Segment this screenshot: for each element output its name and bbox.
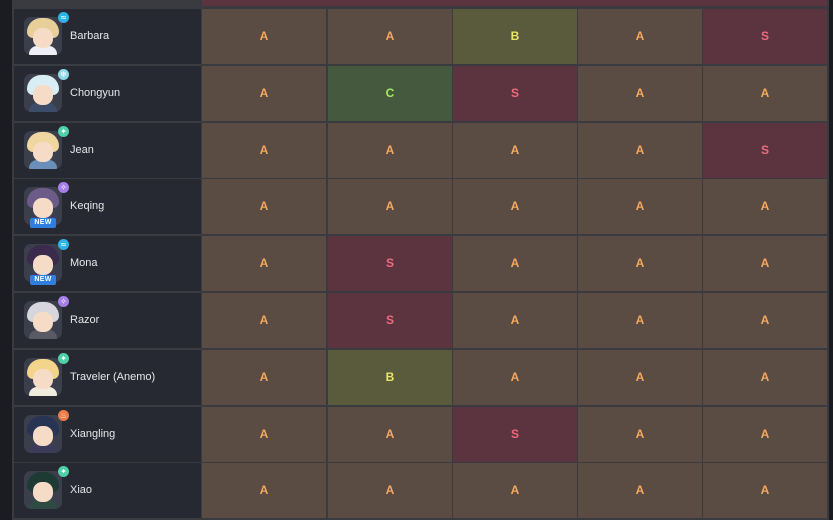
- tier-cell: A: [453, 123, 577, 178]
- character-name: Chongyun: [70, 87, 121, 99]
- tier-cell: A: [328, 123, 452, 178]
- tier-cell: A: [453, 179, 577, 234]
- table-row: ✦ Jean A A A A S: [12, 123, 829, 180]
- tier-cell: A: [578, 350, 702, 405]
- cryo-icon: ❄: [58, 69, 69, 80]
- anemo-icon: ✦: [58, 126, 69, 137]
- character-name: Xiao: [70, 484, 93, 496]
- tier-cell: S: [703, 9, 827, 64]
- character-portrait: [24, 17, 62, 55]
- character-portrait: [24, 358, 62, 396]
- character-name: Razor: [70, 314, 100, 326]
- tier-cell: A: [202, 66, 326, 121]
- electro-icon: ✧: [58, 182, 69, 193]
- tier-cell: A: [453, 236, 577, 291]
- character-name: Mona: [70, 257, 98, 269]
- tier-cell: S: [703, 123, 827, 178]
- tier-cell: B: [453, 9, 577, 64]
- character-name: Keqing: [70, 200, 105, 212]
- tier-cell: A: [703, 407, 827, 462]
- table-row: ≈ Barbara A A B A S: [12, 9, 829, 66]
- character-portrait: [24, 415, 62, 453]
- table-row: ✧ NEW Keqing A A A A A: [12, 179, 829, 236]
- tier-cell: A: [453, 463, 577, 518]
- tier-cell: A: [578, 463, 702, 518]
- character-cell[interactable]: ≈ NEW Mona: [14, 236, 201, 291]
- tier-cell: A: [202, 463, 326, 518]
- hydro-icon: ≈: [58, 239, 69, 250]
- tier-cell: A: [578, 179, 702, 234]
- character-name: Barbara: [70, 30, 110, 42]
- character-cell[interactable]: ✦ Xiao: [14, 463, 201, 518]
- tier-cell: S: [453, 407, 577, 462]
- tier-cell: A: [202, 9, 326, 64]
- tier-cell: C: [328, 66, 452, 121]
- tier-cell: A: [578, 407, 702, 462]
- tier-cell: A: [578, 236, 702, 291]
- tier-cell: A: [703, 66, 827, 121]
- tier-cell: A: [453, 350, 577, 405]
- new-badge: NEW: [30, 275, 56, 285]
- tier-cell: A: [578, 293, 702, 348]
- character-cell[interactable]: ❄ Chongyun: [14, 66, 201, 121]
- tier-cell: A: [703, 293, 827, 348]
- character-name: Traveler (Anemo): [70, 371, 156, 383]
- tier-cell: A: [328, 463, 452, 518]
- character-cell[interactable]: ✧ NEW Keqing: [14, 179, 201, 234]
- character-name: Jean: [70, 144, 94, 156]
- tier-cell: A: [328, 9, 452, 64]
- tier-cell: A: [578, 123, 702, 178]
- previous-row-edge: [202, 0, 827, 6]
- table-row: ✧ Razor A S A A A: [12, 293, 829, 350]
- tier-cell: A: [578, 66, 702, 121]
- tier-cell: A: [703, 179, 827, 234]
- tier-cell: A: [202, 236, 326, 291]
- character-cell[interactable]: ♨ Xiangling: [14, 407, 201, 462]
- table-row: ✦ Xiao A A A A A: [12, 463, 829, 520]
- tier-cell: A: [202, 293, 326, 348]
- character-cell[interactable]: ✦ Traveler (Anemo): [14, 350, 201, 405]
- hydro-icon: ≈: [58, 12, 69, 23]
- tier-cell: A: [703, 463, 827, 518]
- electro-icon: ✧: [58, 296, 69, 307]
- tier-cell: S: [328, 236, 452, 291]
- anemo-icon: ✦: [58, 353, 69, 364]
- tier-cell: S: [453, 66, 577, 121]
- tier-cell: A: [202, 123, 326, 178]
- new-badge: NEW: [30, 218, 56, 228]
- tier-cell: A: [202, 407, 326, 462]
- tier-table: ≈ Barbara A A B A S ❄ Chongyun A C S A A ✦ Jean A A A A S ✧ NE…: [12, 0, 829, 520]
- character-portrait: [24, 301, 62, 339]
- tier-cell: A: [453, 293, 577, 348]
- anemo-icon: ✦: [58, 466, 69, 477]
- tier-cell: A: [328, 179, 452, 234]
- tier-cell: A: [578, 9, 702, 64]
- character-portrait: [24, 471, 62, 509]
- character-portrait: [24, 74, 62, 112]
- character-name: Xiangling: [70, 428, 116, 440]
- tier-cell: S: [328, 293, 452, 348]
- table-row: ♨ Xiangling A A S A A: [12, 407, 829, 464]
- character-cell[interactable]: ✧ Razor: [14, 293, 201, 348]
- character-cell[interactable]: ≈ Barbara: [14, 9, 201, 64]
- character-portrait: [24, 131, 62, 169]
- tier-cell: A: [202, 350, 326, 405]
- pyro-icon: ♨: [58, 410, 69, 421]
- tier-cell: B: [328, 350, 452, 405]
- tier-cell: A: [202, 179, 326, 234]
- tier-cell: A: [703, 236, 827, 291]
- table-row: ✦ Traveler (Anemo) A B A A A: [12, 350, 829, 407]
- table-row: ❄ Chongyun A C S A A: [12, 66, 829, 123]
- tier-cell: A: [328, 407, 452, 462]
- character-cell[interactable]: ✦ Jean: [14, 123, 201, 178]
- table-row: ≈ NEW Mona A S A A A: [12, 236, 829, 293]
- tier-cell: A: [703, 350, 827, 405]
